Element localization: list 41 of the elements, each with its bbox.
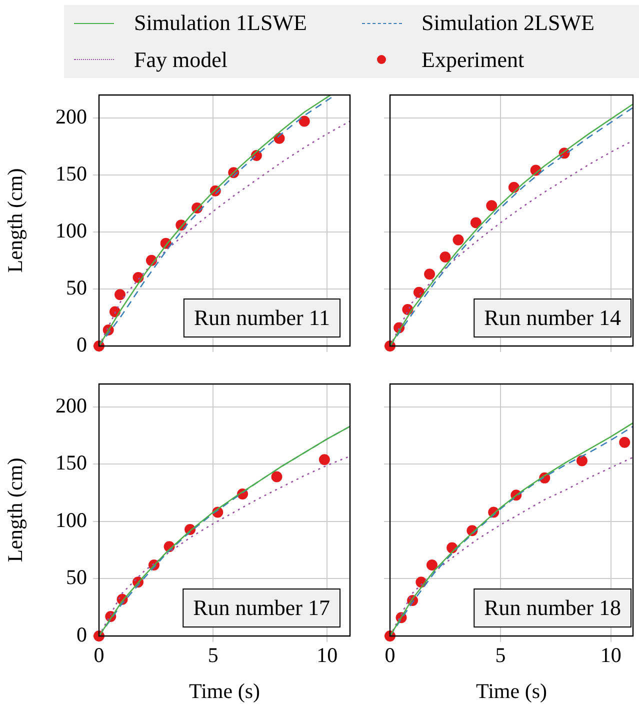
- annotation: Run number 14: [484, 304, 622, 330]
- y-tick-label: 150: [56, 450, 87, 475]
- point: [576, 455, 588, 466]
- point: [114, 289, 126, 300]
- point: [271, 471, 282, 482]
- x-tick-label: 5: [495, 643, 506, 668]
- legend-label: Simulation 1LSWE: [134, 10, 307, 36]
- annotation: Run number 17: [193, 594, 330, 620]
- point: [440, 252, 451, 263]
- point: [470, 217, 482, 228]
- x-tick-label: 10: [600, 643, 622, 668]
- legend-label: Experiment: [422, 46, 524, 73]
- annotation: Run number 11: [194, 304, 330, 330]
- y-tick-label: 150: [56, 161, 87, 186]
- y-tick-label: 200: [56, 393, 87, 418]
- y-tick-label: 100: [56, 218, 87, 242]
- y-axis-title: Length (cm): [3, 168, 28, 273]
- y-tick-label: 200: [56, 104, 87, 128]
- point: [298, 116, 310, 127]
- x-tick-label: 0: [384, 643, 396, 668]
- point: [318, 454, 330, 466]
- annotation: Run number 18: [484, 594, 622, 620]
- x-tick-label: 5: [208, 643, 218, 668]
- point: [619, 436, 630, 448]
- y-tick-label: 0: [76, 622, 87, 647]
- point: [413, 286, 424, 298]
- x-axis-title: Time (s): [189, 678, 260, 703]
- legend-label: Simulation 2LSWE: [422, 10, 594, 36]
- x-tick-label: 10: [316, 643, 338, 668]
- legend-label: Fay model: [134, 46, 228, 73]
- point: [426, 559, 438, 570]
- x-tick-label: 0: [94, 643, 104, 668]
- y-tick-label: 0: [76, 332, 87, 357]
- x-axis-title: Time (s): [476, 678, 547, 703]
- y-axis-title: Length (cm): [3, 458, 28, 562]
- point: [424, 268, 436, 280]
- point: [486, 200, 498, 212]
- y-tick-label: 50: [66, 275, 87, 300]
- point: [452, 234, 464, 246]
- y-tick-label: 100: [56, 508, 87, 532]
- y-tick-label: 50: [66, 565, 87, 590]
